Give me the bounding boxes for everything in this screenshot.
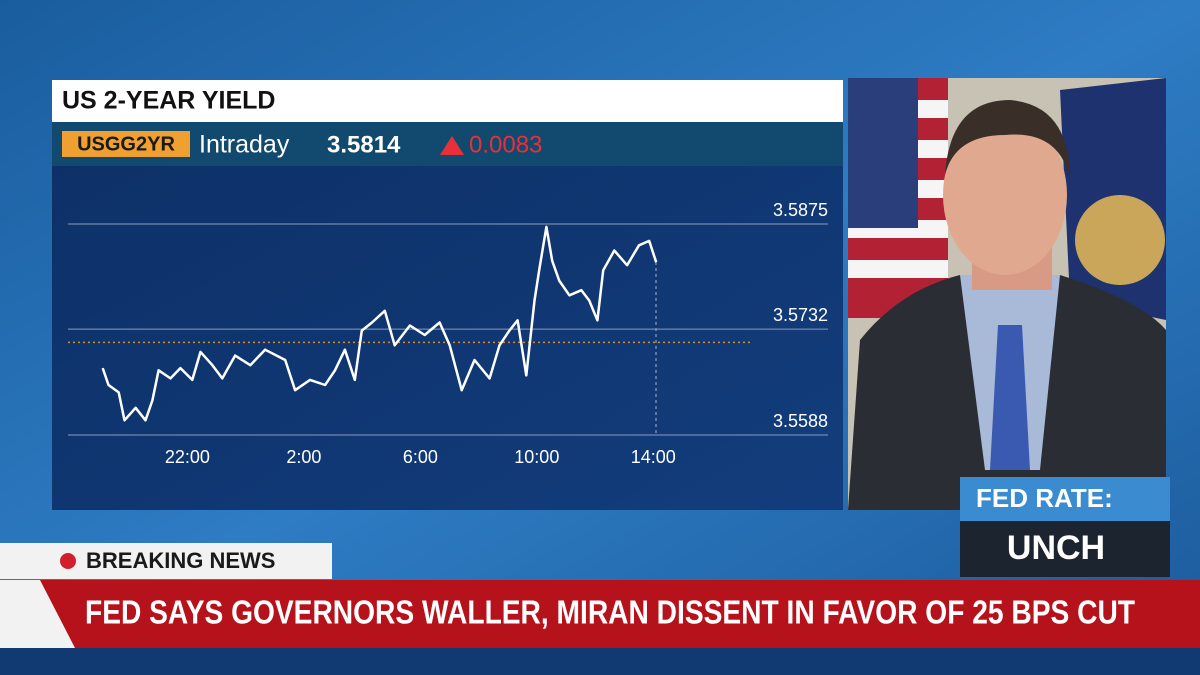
rate-value-box — [960, 521, 1170, 577]
headline-wedge — [0, 580, 75, 648]
headline: FED SAYS GOVERNORS WALLER, MIRAN DISSENT… — [85, 594, 1135, 631]
rate-value: UNCH — [1007, 529, 1105, 567]
live-dot — [60, 553, 76, 569]
chart-title: US 2-YEAR YIELD — [62, 87, 275, 115]
up-arrow — [440, 136, 464, 155]
x-tick-label: 22:00 — [165, 447, 210, 467]
x-tick-label: 10:00 — [514, 447, 559, 467]
yield-line — [101, 225, 658, 422]
y-tick-label: 3.5732 — [773, 305, 828, 325]
last-price: 3.5814 — [327, 131, 401, 158]
ticker: USGG2YR — [77, 133, 175, 155]
ticker-box — [62, 131, 190, 157]
x-tick-label: 2:00 — [286, 447, 321, 467]
period: Intraday — [199, 131, 290, 159]
ticker-strip — [0, 648, 1200, 675]
rate-label: FED RATE: — [976, 483, 1113, 513]
x-tick-label: 14:00 — [631, 447, 676, 467]
rate-label-box — [960, 477, 1170, 521]
headline-bar — [0, 580, 1200, 648]
breaking-tab — [0, 543, 332, 579]
plot: 3.5588 3.5732 3.5875 22:00 2:00 6:00 10:00 14:0… — [68, 200, 828, 467]
anchor-photo — [848, 78, 1166, 510]
y-tick-label: 3.5875 — [773, 200, 828, 220]
title-bar — [52, 80, 843, 122]
price-change: 0.0083 — [469, 131, 542, 158]
x-tick-label: 6:00 — [403, 447, 438, 467]
breaking-tag: BREAKING NEWS — [86, 548, 275, 573]
y-tick-label: 3.5588 — [773, 411, 828, 431]
